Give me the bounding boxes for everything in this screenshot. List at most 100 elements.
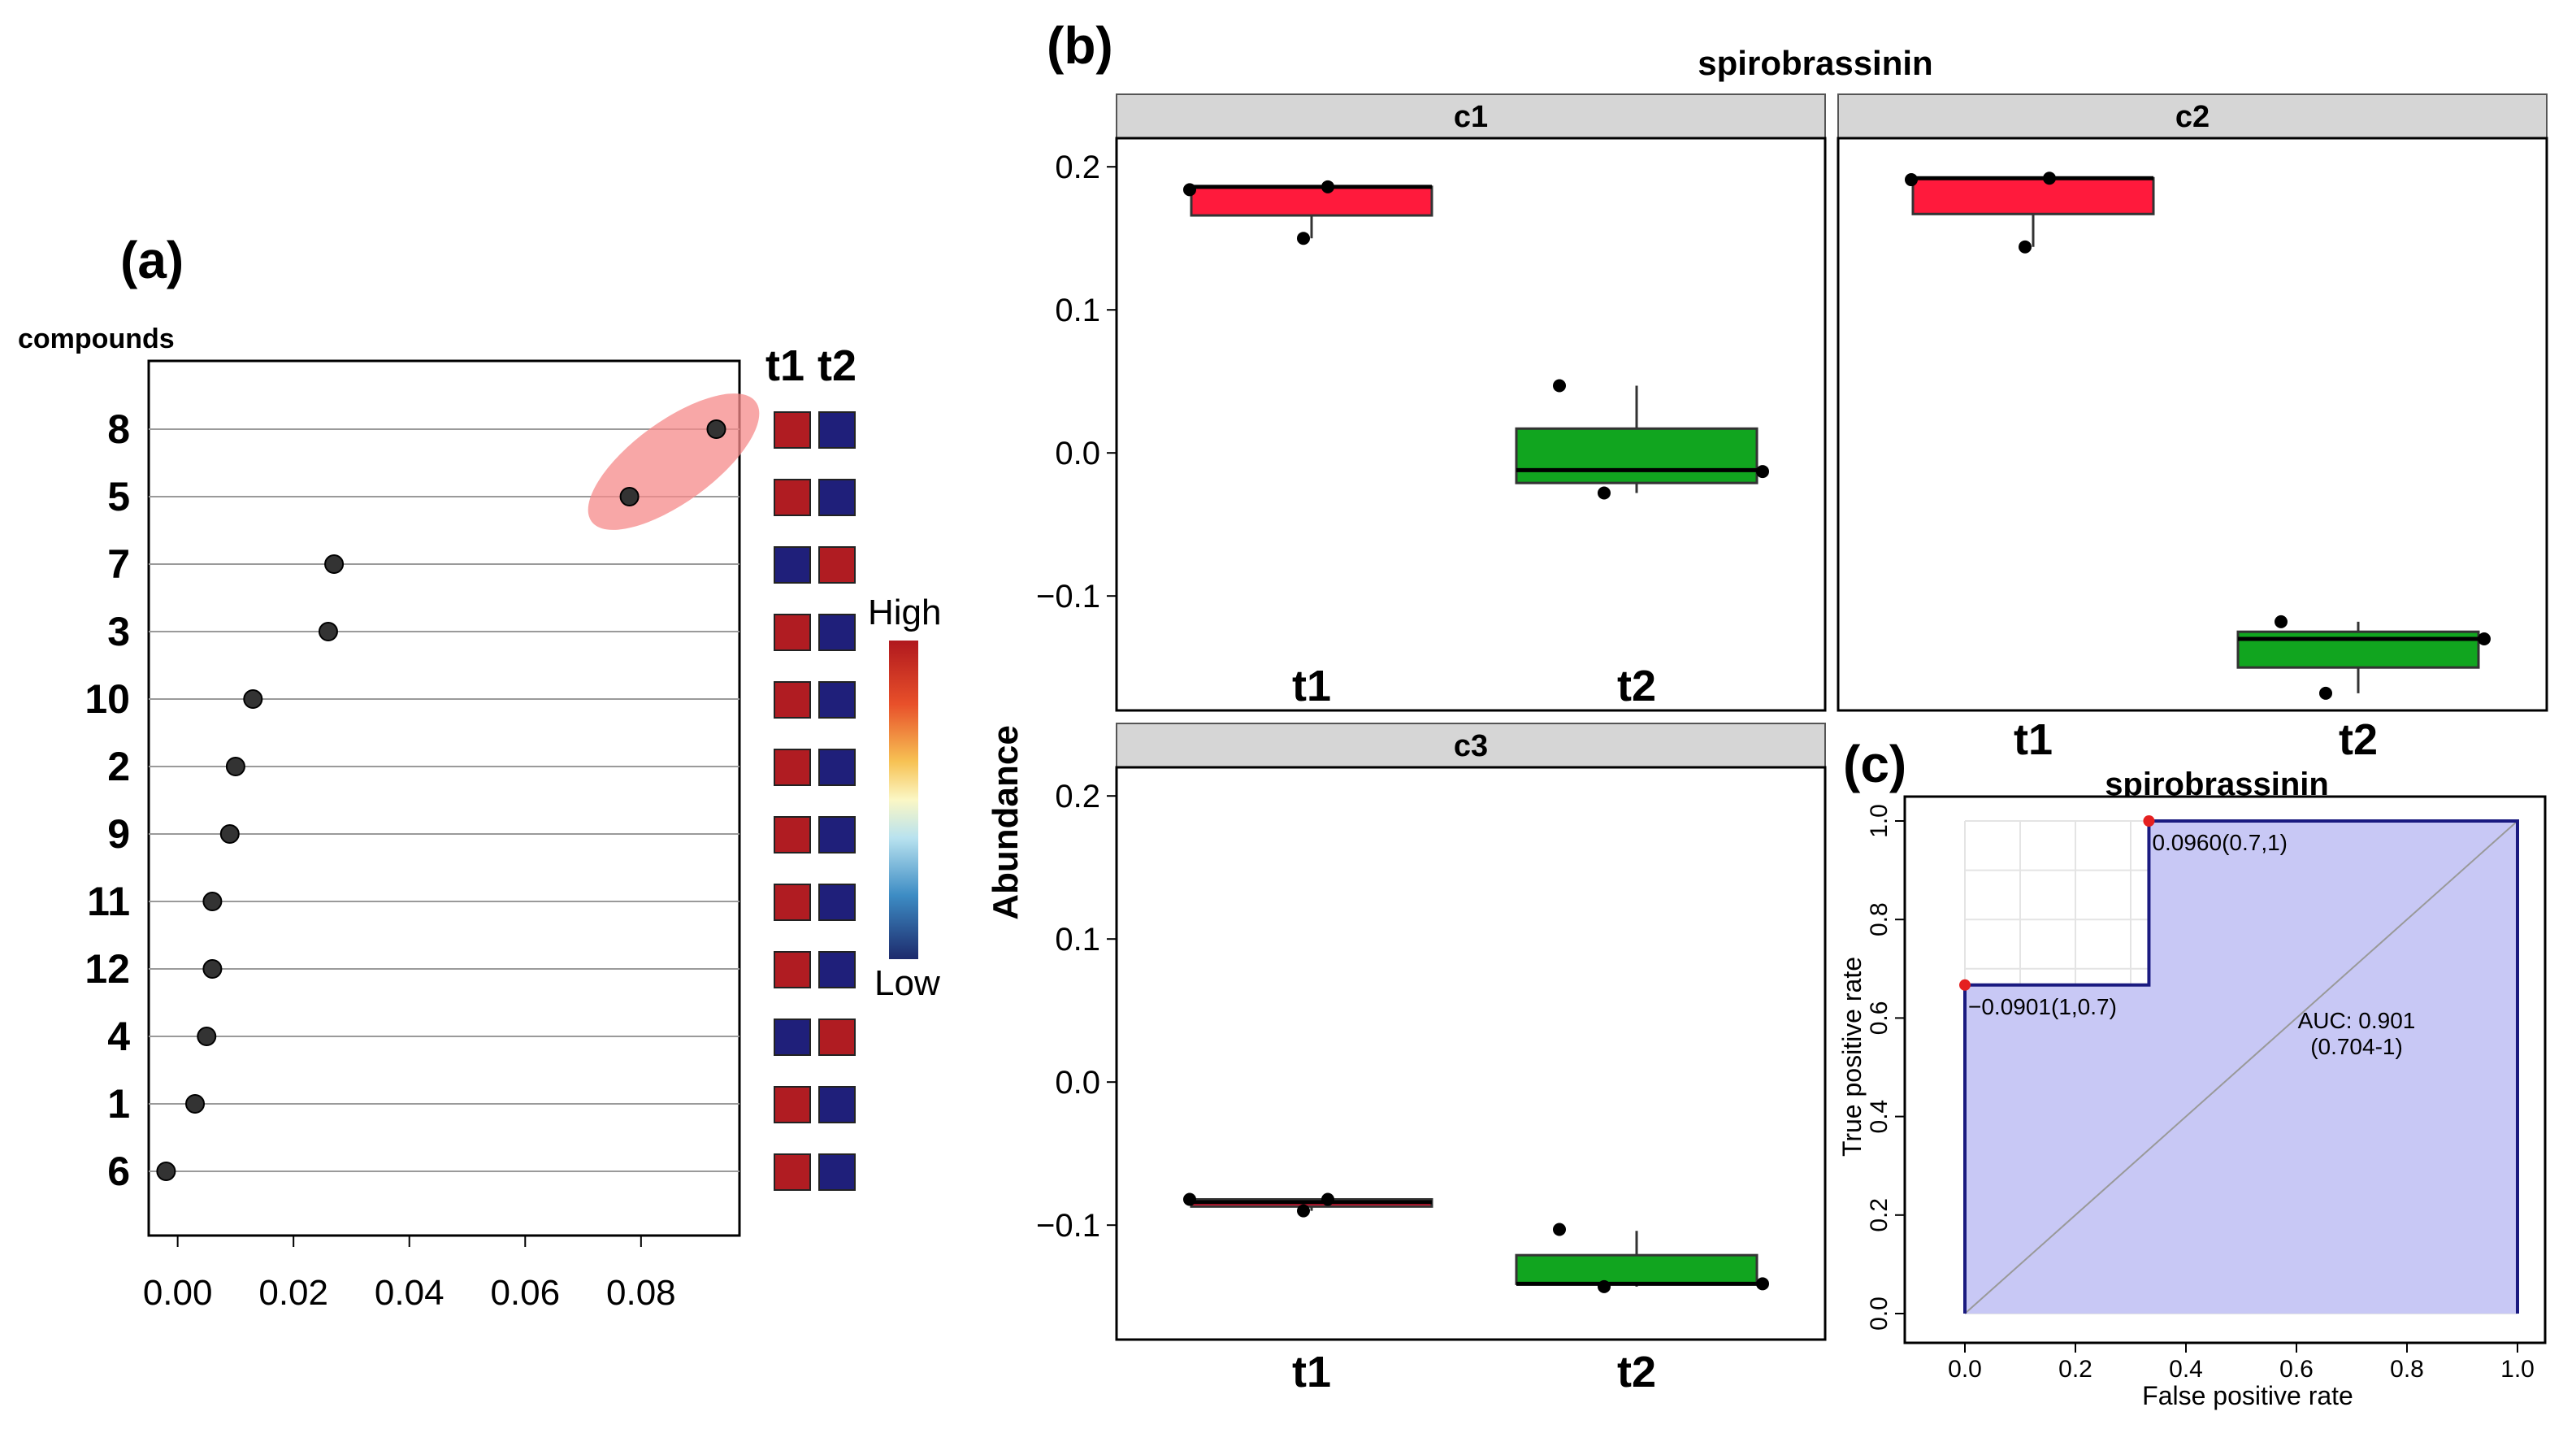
compound-point-11 xyxy=(202,892,223,911)
panel-a-points xyxy=(156,419,726,1181)
facet-strip-c1 xyxy=(1116,93,1826,139)
point-c1-t1 xyxy=(1321,180,1334,193)
x-label-c2-t2: t2 xyxy=(2339,715,2378,764)
panel-b-y-ticks: 0.2 0.1 0.0 −0.1 0.2 0.1 0.0 −0.1 xyxy=(1036,150,1117,1244)
point-c3-t1 xyxy=(1183,1192,1196,1206)
roc-diagonal xyxy=(1964,820,2518,1314)
y-tick-label: 0.2 xyxy=(1055,779,1100,814)
point-c2-t1 xyxy=(2043,172,2056,185)
heat-cell-10-t1 xyxy=(774,681,811,719)
roc-y-tick-label: 0.8 xyxy=(1866,902,1893,936)
color-legend-bar xyxy=(889,641,918,959)
legend-high-label: High xyxy=(868,593,942,632)
heat-cell-8-t1 xyxy=(774,411,811,449)
heat-cell-1-t2 xyxy=(818,1086,856,1123)
highlight-ellipse xyxy=(588,393,760,530)
heat-cell-7-t1 xyxy=(774,546,811,584)
roc-curve: −0.0901(1,0.7) 0.0960(0.7,1) xyxy=(1959,815,2519,1314)
compound-point-12 xyxy=(202,959,223,979)
x-tick-label: 0.06 xyxy=(490,1273,560,1313)
heat-cell-7-t2 xyxy=(818,546,856,584)
heat-cell-6-t2 xyxy=(818,1153,856,1191)
heat-cell-10-t2 xyxy=(818,681,856,719)
roc-y-tick-label: 0.4 xyxy=(1866,1100,1893,1134)
roc-y-tick-label: 0.0 xyxy=(1866,1296,1893,1331)
roc-y-tick-label: 1.0 xyxy=(1866,804,1893,838)
heat-cell-2-t1 xyxy=(774,749,811,786)
point-c1-t2 xyxy=(1598,486,1611,500)
heat-cell-1-t1 xyxy=(774,1086,811,1123)
heatmap-column-t2: t2 xyxy=(817,341,856,390)
roc-threshold-label: 0.0960(0.7,1) xyxy=(2152,830,2288,855)
roc-ylabel: True positive rate xyxy=(1837,957,1867,1157)
box-c3-t2 xyxy=(1515,1253,1759,1285)
panel-b-ylabel: Abundance xyxy=(986,725,1026,920)
x-tick-label: 0.08 xyxy=(606,1273,676,1313)
roc-ticks: 0.0 0.0 0.2 0.2 0.4 0.4 0.6 0.6 0.8 0.8 1.0 1.0 xyxy=(1866,804,2535,1383)
compound-label-3: 3 xyxy=(107,609,130,654)
point-c3-t2 xyxy=(1553,1223,1566,1236)
facet-panel-c1 xyxy=(1115,137,1827,712)
panel-b-label: (b) xyxy=(1047,16,1113,75)
roc-line xyxy=(1963,819,2519,1314)
compound-point-5 xyxy=(619,487,640,506)
roc-auc-ci: (0.704-1) xyxy=(2310,1034,2403,1059)
roc-x-tick-label: 0.6 xyxy=(2279,1356,2314,1383)
panel-b-title: spirobrassinin xyxy=(1698,44,1932,82)
point-c2-t2 xyxy=(2478,632,2491,645)
point-c2-t2 xyxy=(2319,686,2332,700)
y-tick-label: −0.1 xyxy=(1036,579,1100,615)
box-c1-t1 xyxy=(1190,185,1433,217)
y-tick-label: 0.1 xyxy=(1055,922,1100,958)
facet-label-c1: c1 xyxy=(1454,100,1488,134)
x-label-c2-t1: t1 xyxy=(2014,715,2053,764)
compound-label-8: 8 xyxy=(107,406,130,452)
compound-point-9 xyxy=(219,824,240,844)
facet-label-c3: c3 xyxy=(1454,729,1488,763)
roc-threshold-label: −0.0901(1,0.7) xyxy=(1968,994,2117,1019)
roc-x-tick-label: 0.8 xyxy=(2390,1356,2424,1383)
heat-cell-5-t1 xyxy=(774,479,811,516)
panel-a-x-ticks: 0.00 0.02 0.04 0.06 0.08 xyxy=(143,1236,676,1313)
compound-point-6 xyxy=(156,1162,176,1181)
compound-label-7: 7 xyxy=(107,541,130,587)
heat-cell-12-t2 xyxy=(818,951,856,988)
compound-point-1 xyxy=(185,1094,206,1114)
heat-cell-8-t2 xyxy=(818,411,856,449)
heat-cell-12-t1 xyxy=(774,951,811,988)
panel-c-label: (c) xyxy=(1843,735,1906,793)
compound-label-12: 12 xyxy=(85,946,130,992)
facet-strip-c3 xyxy=(1116,723,1826,768)
roc-y-tick-label: 0.2 xyxy=(1866,1198,1893,1232)
point-c1-t2 xyxy=(1553,379,1566,393)
roc-xlabel: False positive rate xyxy=(2142,1381,2353,1410)
roc-auc-label: AUC: 0.901 xyxy=(2298,1008,2416,1033)
roc-threshold-point xyxy=(2143,815,2155,827)
panel-c: (c) spirobrassinin −0.0901(1,0.7)0.0960(… xyxy=(1837,735,2547,1410)
roc-y-tick-label: 0.6 xyxy=(1866,1001,1893,1036)
y-tick-label: 0.0 xyxy=(1055,1065,1100,1101)
panel-a-plot-frame xyxy=(147,359,741,1237)
compound-label-11: 11 xyxy=(87,879,130,924)
heatmap-column-t1: t1 xyxy=(765,341,804,390)
panel-b-boxes xyxy=(1183,172,2491,1293)
compound-point-7 xyxy=(324,554,345,574)
roc-x-tick-label: 0.4 xyxy=(2169,1356,2203,1383)
panel-a-label: (a) xyxy=(120,231,184,289)
point-c2-t1 xyxy=(2019,240,2032,254)
y-tick-label: 0.1 xyxy=(1055,293,1100,328)
facet-panel-c2 xyxy=(1837,137,2548,712)
facet-panel-c3 xyxy=(1115,766,1827,1341)
heat-cell-4-t1 xyxy=(774,1019,811,1056)
roc-x-tick-label: 0.0 xyxy=(1948,1356,1982,1383)
x-label-c1-t1: t1 xyxy=(1292,662,1331,710)
compound-label-4: 4 xyxy=(107,1014,130,1059)
roc-x-tick-label: 1.0 xyxy=(2500,1356,2535,1383)
point-c1-t1 xyxy=(1297,232,1310,245)
box-c1-t2 xyxy=(1515,427,1759,484)
compound-point-4 xyxy=(197,1027,217,1046)
point-c3-t1 xyxy=(1297,1204,1310,1218)
compound-label-6: 6 xyxy=(107,1149,130,1194)
